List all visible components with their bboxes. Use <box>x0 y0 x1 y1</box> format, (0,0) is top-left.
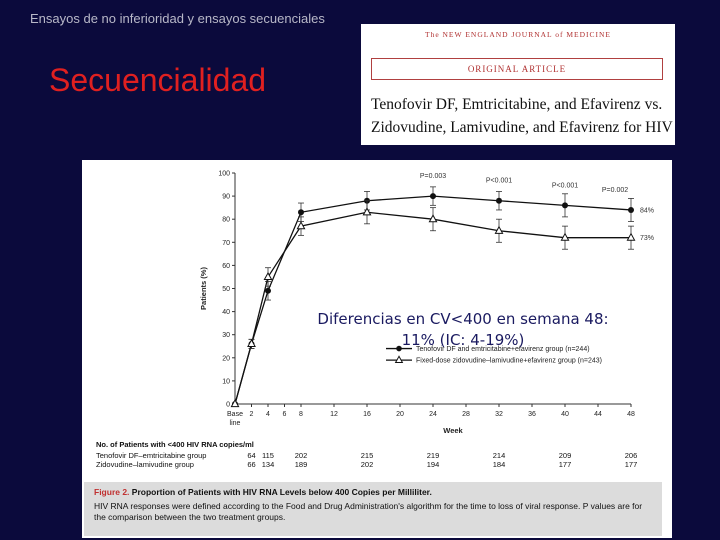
table-cell: 134 <box>262 460 275 469</box>
x-tick-label: 6 <box>283 411 287 418</box>
x-tick-label: 24 <box>429 411 437 418</box>
x-tick-label: 40 <box>561 411 569 418</box>
p-value-label: P=0.003 <box>420 173 446 180</box>
table-cell: 202 <box>295 451 308 460</box>
data-point-triangle <box>362 207 372 216</box>
difference-annotation: Diferencias en CV<400 en semana 48: 11% … <box>280 309 646 351</box>
table-cell: 64 <box>247 451 255 460</box>
table-cell: 189 <box>295 460 308 469</box>
x-tick-label: Base <box>227 411 243 418</box>
data-point-circle <box>496 197 502 204</box>
table-row-label: Tenofovir DF–emtricitabine group <box>96 451 206 460</box>
table-header: No. of Patients with <400 HIV RNA copies… <box>96 440 254 449</box>
article-title-line1: Tenofovir DF, Emtricitabine, and Efavire… <box>371 96 663 113</box>
x-tick-label: 44 <box>594 411 602 418</box>
table-cell: 219 <box>427 451 440 460</box>
table-cell: 177 <box>559 460 572 469</box>
data-point-triangle <box>494 225 504 234</box>
y-tick-label: 60 <box>222 263 230 270</box>
y-tick-label: 10 <box>222 378 230 385</box>
annotation-line2: 11% (IC: 4-19%) <box>401 331 525 349</box>
y-tick-label: 50 <box>222 286 230 293</box>
caption-title-text: Proportion of Patients with HIV RNA Leve… <box>129 487 432 497</box>
caption-figure-number: Figure 2. <box>94 487 130 497</box>
x-tick-label: 36 <box>528 411 536 418</box>
table-cell: 202 <box>361 460 374 469</box>
x-tick-label: 48 <box>627 411 635 418</box>
table-cell: 177 <box>625 460 638 469</box>
caption-body: HIV RNA responses were defined according… <box>94 501 643 522</box>
figure-caption: Figure 2. Proportion of Patients with HI… <box>84 482 662 536</box>
data-point-circle <box>430 193 436 200</box>
table-cell: 209 <box>559 451 572 460</box>
y-tick-label: 30 <box>222 332 230 339</box>
annotation-line1: Diferencias en CV<400 en semana 48: <box>317 310 609 328</box>
nejm-article-header: The NEW ENGLAND JOURNAL of MEDICINE ORIG… <box>361 24 675 145</box>
legend-label: Tenofovir DF and emtricitabine+efavirenz… <box>416 346 590 353</box>
series-end-label: 73% <box>640 235 654 242</box>
x-tick-label: 20 <box>396 411 404 418</box>
data-point-triangle <box>247 338 256 348</box>
y-tick-label: 0 <box>226 402 230 409</box>
table-cell: 214 <box>493 451 506 460</box>
data-point-triangle <box>263 271 273 281</box>
data-point-triangle <box>296 221 306 230</box>
table-cell: 66 <box>247 460 255 469</box>
table-cell: 115 <box>262 451 274 460</box>
table-cell: 184 <box>493 460 506 469</box>
y-tick-label: 70 <box>222 240 230 247</box>
x-tick-label: 8 <box>299 411 303 418</box>
y-tick-label: 80 <box>222 217 230 224</box>
p-value-label: P<0.001 <box>486 178 512 185</box>
p-value-label: P=0.002 <box>602 187 628 194</box>
slide-title: Secuencialidad <box>49 62 267 98</box>
data-point-circle <box>298 209 304 216</box>
data-point-circle <box>562 202 568 209</box>
article-type: ORIGINAL ARTICLE <box>467 64 567 74</box>
legend-label: Fixed-dose zidovudine–lamivudine+efavire… <box>416 358 602 365</box>
y-tick-label: 90 <box>222 194 230 201</box>
journal-masthead: The NEW ENGLAND JOURNAL of MEDICINE <box>424 30 612 39</box>
table-row-label: Zidovudine–lamivudine group <box>96 460 194 469</box>
y-tick-label: 20 <box>222 355 230 362</box>
x-axis-label: Week <box>443 426 463 435</box>
table-cell: 206 <box>625 451 638 460</box>
article-type-box: ORIGINAL ARTICLE <box>371 58 663 80</box>
figure-panel: 0 10 20 30 40 50 60 70 80 90 100 Base line 2 4 6 8 12 16 20… <box>82 160 672 538</box>
caption-title: Figure 2. Proportion of Patients with HI… <box>94 487 432 497</box>
slide-subtitle: Ensayos de no inferioridad y ensayos sec… <box>30 11 325 26</box>
data-point-circle <box>628 206 634 213</box>
x-tick-label: 32 <box>495 411 503 418</box>
x-tick-label: 2 <box>250 411 254 418</box>
x-tick-label: line <box>230 420 241 427</box>
series-end-label: 84% <box>640 207 654 214</box>
legend-marker-circle <box>396 345 402 352</box>
data-point-triangle <box>626 232 636 241</box>
data-point-triangle <box>560 232 570 241</box>
x-tick-label: 28 <box>462 411 470 418</box>
article-title-line2: Zidovudine, Lamivudine, and Efavirenz fo… <box>371 119 673 136</box>
x-tick-label: 4 <box>266 411 270 418</box>
data-point-triangle <box>230 398 240 408</box>
table-cell: 194 <box>427 460 440 469</box>
x-tick-label: 16 <box>363 411 371 418</box>
table-cell: 215 <box>361 451 374 460</box>
p-value-label: P<0.001 <box>552 182 578 189</box>
y-axis-label: Patients (%) <box>199 267 208 310</box>
data-point-circle <box>265 287 271 294</box>
legend-marker-triangle <box>394 355 404 364</box>
y-tick-label: 100 <box>218 171 230 178</box>
x-tick-label: 12 <box>330 411 338 418</box>
data-point-triangle <box>428 214 438 223</box>
y-tick-label: 40 <box>222 309 230 316</box>
